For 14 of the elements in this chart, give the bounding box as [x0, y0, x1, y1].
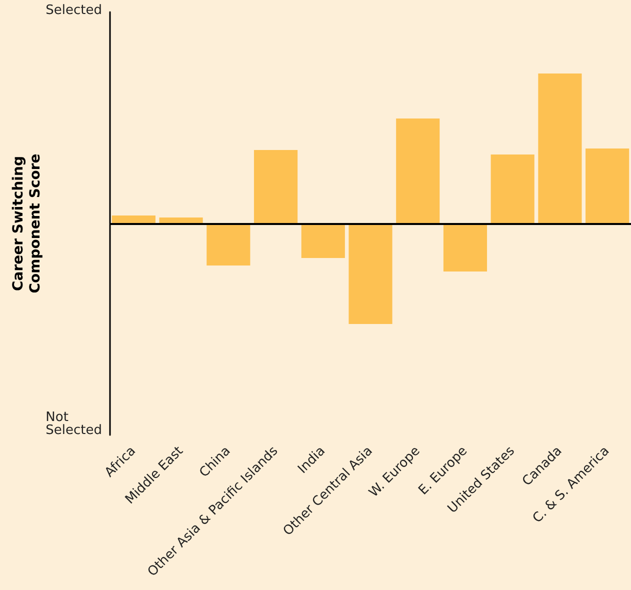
bar [254, 150, 298, 224]
bar [112, 216, 156, 224]
bar [443, 224, 488, 272]
bar [206, 224, 250, 266]
bar [301, 224, 345, 258]
text: Selected [46, 3, 102, 18]
text: Not Selected [46, 410, 102, 438]
bar [586, 148, 630, 224]
y-axis-title: Career Switching Component Score [10, 154, 44, 294]
bar [538, 74, 582, 224]
bar [348, 224, 392, 324]
bar [159, 218, 203, 224]
bar [490, 154, 534, 224]
bar [396, 118, 440, 224]
